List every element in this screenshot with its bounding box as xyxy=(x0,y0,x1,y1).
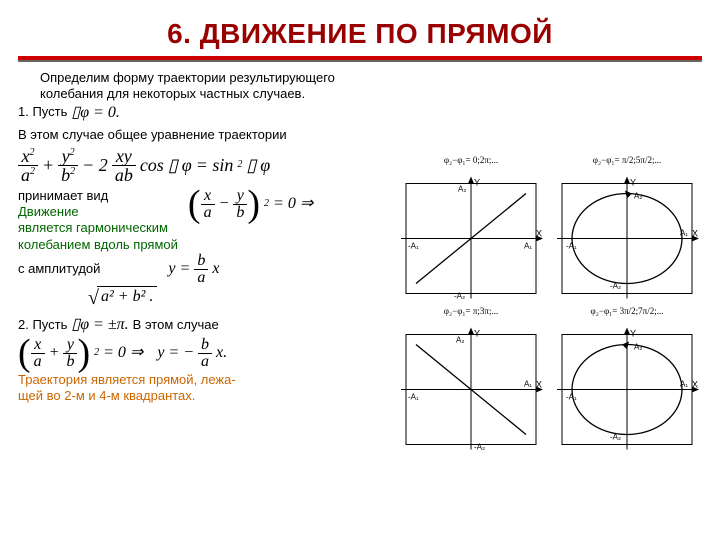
trajectory-equation: x2a2 + y2b2 − 2 xyab cos▯φ = sin2▯φ xyxy=(18,147,388,184)
intro-text: Определим форму траектории результирующе… xyxy=(40,70,388,103)
svg-text:A₁: A₁ xyxy=(524,242,532,251)
svg-text:A₁: A₁ xyxy=(680,229,688,238)
svg-text:A₂: A₂ xyxy=(456,336,464,345)
case1-label: 1. Пусть xyxy=(18,104,67,120)
conclusion-l2: щей во 2-м и 4-м квадрантах. xyxy=(18,388,388,404)
diagram-grid: φ₂−φ₁= 0;2π;... Y X A₂ -A₂ A₁ -A₁ φ₂−φ₁=… xyxy=(396,155,706,451)
svg-text:Y: Y xyxy=(630,329,636,339)
amplitude-value: a² + b² . xyxy=(88,286,388,311)
slide-title: 6. ДВИЖЕНИЕ ПО ПРЯМОЙ xyxy=(18,18,702,50)
svg-text:X: X xyxy=(536,380,542,390)
harmonic-l1: Движение xyxy=(18,204,178,220)
harmonic-l2: является гармоническим xyxy=(18,220,178,236)
svg-text:X: X xyxy=(692,229,698,239)
svg-text:-A₂: -A₂ xyxy=(610,433,621,442)
svg-text:X: X xyxy=(536,229,542,239)
diagram-1: φ₂−φ₁= 0;2π;... Y X A₂ -A₂ A₁ -A₁ xyxy=(396,155,546,300)
case1-cont: В этом случае общее уравнение траектории xyxy=(18,127,287,143)
svg-text:-A₁: -A₁ xyxy=(408,242,419,251)
diagram-3: φ₂−φ₁= π;3π;... Y X A₂ -A₂ A₁ -A₁ xyxy=(396,306,546,451)
conclusion-l1: Траектория является прямой, лежа- xyxy=(18,372,388,388)
case2-label: 2. Пусть xyxy=(18,317,67,333)
case2-cont: В этом случае xyxy=(133,317,219,333)
squared-diff-eq: xa − yb 2 = 0 ⇒ xyxy=(188,188,313,221)
takes-form: принимает вид xyxy=(18,188,178,204)
amplitude-label: с амплитудой xyxy=(18,261,100,277)
svg-text:-A₁: -A₁ xyxy=(408,393,419,402)
svg-text:-A₂: -A₂ xyxy=(454,292,465,301)
svg-text:A₂: A₂ xyxy=(634,343,642,352)
svg-text:-A₂: -A₂ xyxy=(610,282,621,291)
line-equation: y = ba x xyxy=(168,253,219,286)
diagram-2: φ₂−φ₁= π/2;5π/2;... Y X A₂ -A₂ A₁ -A₁ xyxy=(552,155,702,300)
svg-text:-A₂: -A₂ xyxy=(474,443,485,452)
svg-text:Y: Y xyxy=(474,329,480,339)
svg-text:-A₁: -A₁ xyxy=(566,393,577,402)
svg-text:A₁: A₁ xyxy=(524,380,532,389)
svg-text:X: X xyxy=(692,380,698,390)
title-rule xyxy=(18,56,702,62)
svg-text:-A₁: -A₁ xyxy=(566,242,577,251)
case2-equation: xa + yb 2 = 0 ⇒ y = − ba x. xyxy=(18,337,388,370)
harmonic-l3: колебанием вдоль прямой xyxy=(18,237,178,253)
svg-text:Y: Y xyxy=(474,178,480,188)
svg-text:A₂: A₂ xyxy=(458,185,466,194)
svg-text:A₁: A₁ xyxy=(680,380,688,389)
svg-text:Y: Y xyxy=(630,178,636,188)
svg-text:A₂: A₂ xyxy=(634,192,642,201)
diagram-4: φ₂−φ₁= 3π/2;7π/2;... Y X A₂ -A₂ A₁ -A₁ xyxy=(552,306,702,451)
